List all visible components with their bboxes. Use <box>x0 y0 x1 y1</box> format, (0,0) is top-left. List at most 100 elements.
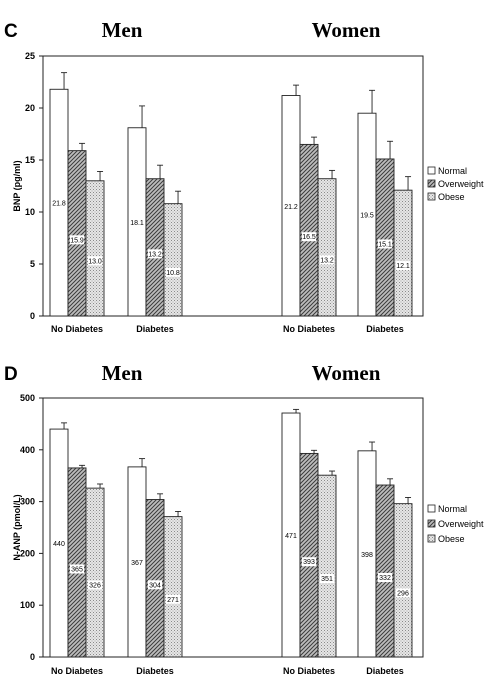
data-label-bg <box>166 267 180 277</box>
legend-label: Normal <box>438 504 467 514</box>
y-tick-label: 200 <box>20 548 35 558</box>
bar-hatch <box>67 467 87 658</box>
data-label-bg <box>378 573 392 583</box>
data-label: 19.5 <box>360 213 374 220</box>
data-label: 12.1 <box>396 263 410 270</box>
category-label: No Diabetes <box>51 666 103 676</box>
bar-dots <box>85 180 105 317</box>
data-label: 440 <box>53 541 65 548</box>
y-tick-label: 5 <box>30 259 35 269</box>
data-label: 271 <box>167 597 179 604</box>
y-tick-label: 20 <box>25 103 35 113</box>
bar-hatch <box>67 150 87 317</box>
data-label-bg <box>302 232 316 242</box>
chart-panel-bnp: C Men Women 0 5 10 15 20 25 BNP (pg/ml) 21.8 15.9 13… <box>4 18 484 334</box>
data-label: 367 <box>131 560 143 567</box>
data-label-bg <box>166 594 180 604</box>
data-label: 471 <box>285 533 297 540</box>
category-label: Diabetes <box>136 666 174 676</box>
y-tick-label: 500 <box>20 393 35 403</box>
data-label-bg <box>302 557 316 567</box>
data-label-bg <box>284 531 298 541</box>
data-label-bg <box>130 217 144 227</box>
data-label: 13.2 <box>320 257 334 264</box>
data-label-bg <box>360 210 374 220</box>
bar-dots <box>85 487 105 658</box>
data-label: 13.0 <box>88 258 102 265</box>
y-tick-label: 25 <box>25 51 35 61</box>
bar-hatch <box>145 499 165 658</box>
data-label-bg <box>52 198 66 208</box>
data-label-bg <box>378 239 392 249</box>
data-label-bg <box>360 549 374 559</box>
bar-dots <box>393 189 413 317</box>
y-axis-label: BNP (pg/ml) <box>12 160 22 211</box>
data-label-bg <box>320 574 334 584</box>
legend-swatch <box>427 504 436 513</box>
data-label: 398 <box>361 552 373 559</box>
data-label-bg <box>148 580 162 590</box>
data-label: 10.8 <box>166 270 180 277</box>
bar-dots <box>163 516 183 658</box>
data-label-bg <box>284 201 298 211</box>
data-label: 13.2 <box>148 251 162 258</box>
bar-hatch <box>299 452 319 658</box>
data-label-bg <box>130 557 144 567</box>
group-title: Men <box>102 361 143 385</box>
y-tick-label: 300 <box>20 497 35 507</box>
legend-label: Obese <box>438 534 465 544</box>
data-label: 21.2 <box>284 204 298 211</box>
chart-panel-nanp: D Men Women 0 100 200 300 400 500 N-ANP (pmol/L) 4… <box>4 361 484 676</box>
panel-label: C <box>4 21 18 42</box>
data-label: 351 <box>321 576 333 583</box>
y-tick-label: 15 <box>25 155 35 165</box>
data-label-bg <box>396 261 410 271</box>
data-label: 15.9 <box>70 237 84 244</box>
y-axis-label: N-ANP (pmol/L) <box>12 494 22 560</box>
bar-dots <box>393 503 413 658</box>
legend-swatch <box>427 166 436 175</box>
plot-frame <box>42 397 424 658</box>
data-label: 18.1 <box>130 220 144 227</box>
data-label-bg <box>148 249 162 259</box>
legend-label: Obese <box>438 192 465 202</box>
category-label: Diabetes <box>366 666 404 676</box>
data-label: 393 <box>303 559 315 566</box>
data-label-bg <box>88 256 102 266</box>
data-label-bg <box>88 580 102 590</box>
data-label-bg <box>52 539 66 549</box>
legend-swatch <box>427 519 436 528</box>
category-label: No Diabetes <box>283 666 335 676</box>
y-tick-label: 400 <box>20 445 35 455</box>
data-label: 326 <box>89 583 101 590</box>
y-tick-label: 100 <box>20 600 35 610</box>
legend-swatch <box>427 534 436 543</box>
bar-dots <box>317 474 337 658</box>
data-label: 332 <box>379 575 391 582</box>
bar-dots <box>163 203 183 317</box>
legend-label: Normal <box>438 166 467 176</box>
data-label: 304 <box>149 582 161 589</box>
category-label: No Diabetes <box>51 324 103 334</box>
data-label-bg <box>70 564 84 574</box>
data-label-bg <box>396 588 410 598</box>
plot-frame <box>42 55 424 317</box>
data-label-bg <box>320 255 334 265</box>
y-tick-label: 0 <box>30 311 35 321</box>
legend-label: Overweight <box>438 179 484 189</box>
bar-dots <box>317 178 337 317</box>
bar-hatch <box>375 158 395 317</box>
legend-swatch <box>427 179 436 188</box>
bar-hatch <box>375 484 395 658</box>
category-label: No Diabetes <box>283 324 335 334</box>
category-label: Diabetes <box>366 324 404 334</box>
data-label: 15.1 <box>378 241 392 248</box>
bar-hatch <box>299 143 319 317</box>
data-label: 365 <box>71 566 83 573</box>
group-title: Men <box>102 18 143 42</box>
data-label: 21.8 <box>52 201 66 208</box>
legend-swatch <box>427 192 436 201</box>
data-label: 296 <box>397 590 409 597</box>
y-tick-label: 0 <box>30 652 35 662</box>
